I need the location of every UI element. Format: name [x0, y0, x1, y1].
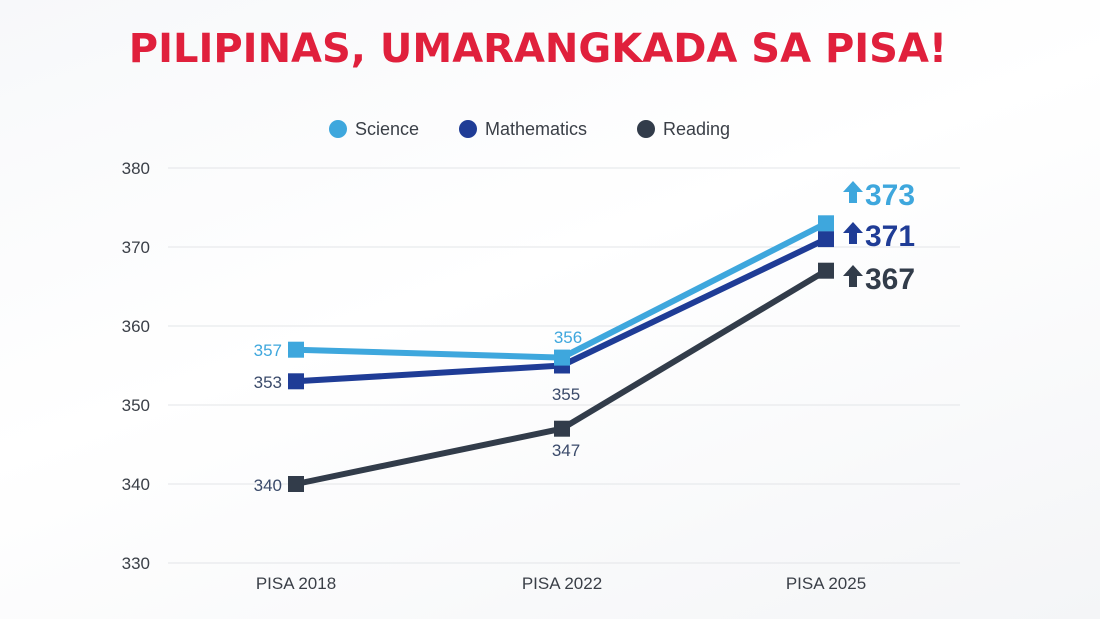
marker-science	[818, 215, 834, 232]
legend-swatch-mathematics	[459, 120, 477, 138]
legend: Science Mathematics Reading	[329, 119, 730, 139]
legend-swatch-science	[329, 120, 347, 138]
y-tick-label: 370	[122, 238, 150, 257]
data-label-mathematics: 353	[254, 373, 282, 392]
marker-science	[554, 349, 570, 366]
y-tick-label: 350	[122, 396, 150, 415]
legend-label-reading: Reading	[663, 119, 730, 139]
legend-label-science: Science	[355, 119, 419, 139]
data-labels: 357 353 340 356 355 347 373 371 367	[254, 179, 915, 495]
marker-reading	[818, 262, 834, 279]
y-axis: 330 340 350 360 370 380	[122, 159, 150, 573]
y-tick-label: 340	[122, 475, 150, 494]
y-tick-label: 380	[122, 159, 150, 178]
x-tick-label: PISA 2018	[256, 574, 336, 593]
up-arrow-icon	[843, 222, 863, 244]
data-label-reading: 367	[865, 263, 915, 296]
data-label-science: 373	[865, 179, 915, 212]
up-arrow-icon	[843, 181, 863, 203]
x-tick-label: PISA 2025	[786, 574, 866, 593]
marker-reading	[554, 420, 570, 437]
x-tick-label: PISA 2022	[522, 574, 602, 593]
data-label-reading: 340	[254, 476, 282, 495]
legend-label-mathematics: Mathematics	[485, 119, 587, 139]
x-axis: PISA 2018 PISA 2022 PISA 2025	[256, 574, 866, 593]
data-label-mathematics: 355	[552, 385, 580, 404]
up-arrow-icon	[843, 265, 863, 287]
series-markers	[288, 215, 834, 492]
marker-mathematics	[288, 373, 304, 390]
data-label-mathematics: 371	[865, 220, 915, 253]
marker-mathematics	[818, 231, 834, 248]
legend-swatch-reading	[637, 120, 655, 138]
data-label-science: 357	[254, 341, 282, 360]
y-tick-label: 360	[122, 317, 150, 336]
marker-reading	[288, 476, 304, 492]
marker-science	[288, 341, 304, 358]
data-label-reading: 347	[552, 441, 580, 460]
y-tick-label: 330	[122, 554, 150, 573]
data-label-science: 356	[554, 328, 582, 347]
chart-title: PILIPINAS, UMARANGKADA SA PISA!	[129, 26, 947, 72]
